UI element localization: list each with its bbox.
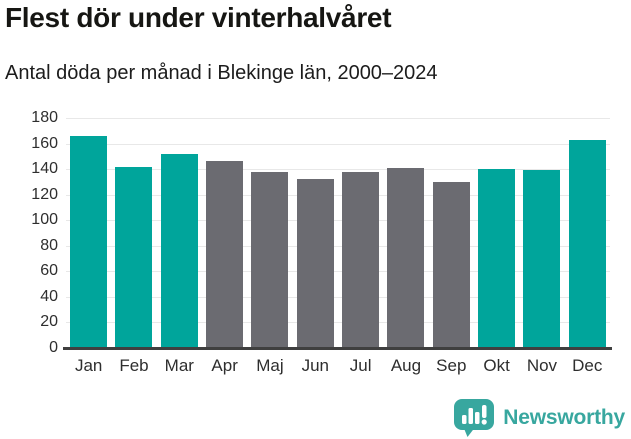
gridline-120 xyxy=(66,194,610,196)
bar-Okt xyxy=(478,169,516,348)
bar-Nov xyxy=(523,170,561,348)
bar-slot-Jun xyxy=(293,118,338,348)
bar-Maj xyxy=(251,171,289,348)
x-tick-label-Dec: Dec xyxy=(572,356,603,375)
y-tick-label-160: 160 xyxy=(31,134,58,152)
bar-slot-Dec xyxy=(565,118,610,348)
bar-Dec xyxy=(568,139,606,348)
gridline-20 xyxy=(66,322,610,324)
bar-Feb xyxy=(115,166,153,348)
bar-slot-Maj xyxy=(247,118,292,348)
bar-slot-Feb xyxy=(111,118,156,348)
x-tick-label-Aug: Aug xyxy=(390,356,422,375)
bar-Jun xyxy=(296,179,334,348)
bar-slot-Mar xyxy=(157,118,202,348)
x-tick-label-Feb: Feb xyxy=(119,356,149,375)
x-tick-label-Apr: Apr xyxy=(211,356,238,375)
bar-slot-Sep xyxy=(429,118,474,348)
bar-slot-Aug xyxy=(383,118,428,348)
bar-series xyxy=(66,118,610,348)
y-tick-label-20: 20 xyxy=(40,313,58,331)
plot-area xyxy=(66,118,610,348)
newsworthy-brand-link[interactable]: Newsworthy xyxy=(453,398,625,437)
y-tick-label-80: 80 xyxy=(40,236,58,254)
bar-slot-Nov xyxy=(519,118,564,348)
brand-name: Newsworthy xyxy=(503,405,625,429)
gridline-180 xyxy=(66,118,610,119)
bar-Jan xyxy=(70,135,108,348)
x-tick-label-Mar: Mar xyxy=(164,356,194,375)
bar-Apr xyxy=(206,161,244,348)
bar-slot-Apr xyxy=(202,118,247,348)
x-tick-label-Sep: Sep xyxy=(436,356,467,375)
x-axis: Jan Feb Mar Apr Maj Jun Jul Aug Sep Okt Nov Dec xyxy=(66,356,610,376)
x-tick-label-Jan: Jan xyxy=(74,356,103,375)
y-tick-label-120: 120 xyxy=(31,185,58,203)
x-tick-label-Nov: Nov xyxy=(526,356,558,375)
x-tick-label-Maj: Maj xyxy=(256,356,284,375)
gridline-40 xyxy=(66,296,610,298)
x-axis-line xyxy=(63,347,612,350)
gridline-80 xyxy=(66,245,610,247)
y-tick-label-140: 140 xyxy=(31,160,58,178)
y-tick-label-100: 100 xyxy=(31,211,58,229)
gridline-100 xyxy=(66,220,610,222)
x-tick-label-Jul: Jul xyxy=(349,356,372,375)
bar-Aug xyxy=(387,167,425,348)
bar-slot-Okt xyxy=(474,118,519,348)
gridline-60 xyxy=(66,271,610,273)
bar-Mar xyxy=(160,153,198,348)
gridline-140 xyxy=(66,169,610,171)
y-tick-label-60: 60 xyxy=(40,262,58,280)
chart-subtitle: Antal döda per månad i Blekinge län, 200… xyxy=(5,62,438,84)
bar-slot-Jul xyxy=(338,118,383,348)
bar-slot-Jan xyxy=(66,118,111,348)
bar-Sep xyxy=(432,181,470,348)
y-axis: 0 20 40 60 80 100 120 140 160 180 xyxy=(0,110,58,356)
y-tick-label-180: 180 xyxy=(31,109,58,126)
x-tick-label-Okt: Okt xyxy=(483,356,510,375)
x-tick-label-Jun: Jun xyxy=(301,356,330,375)
chart-title: Flest dör under vinterhalvåret xyxy=(5,2,392,33)
y-tick-label-0: 0 xyxy=(49,339,58,356)
bar-Jul xyxy=(342,171,380,348)
newsworthy-logo-icon xyxy=(454,399,495,437)
gridline-160 xyxy=(66,143,610,145)
y-tick-label-40: 40 xyxy=(40,287,58,305)
